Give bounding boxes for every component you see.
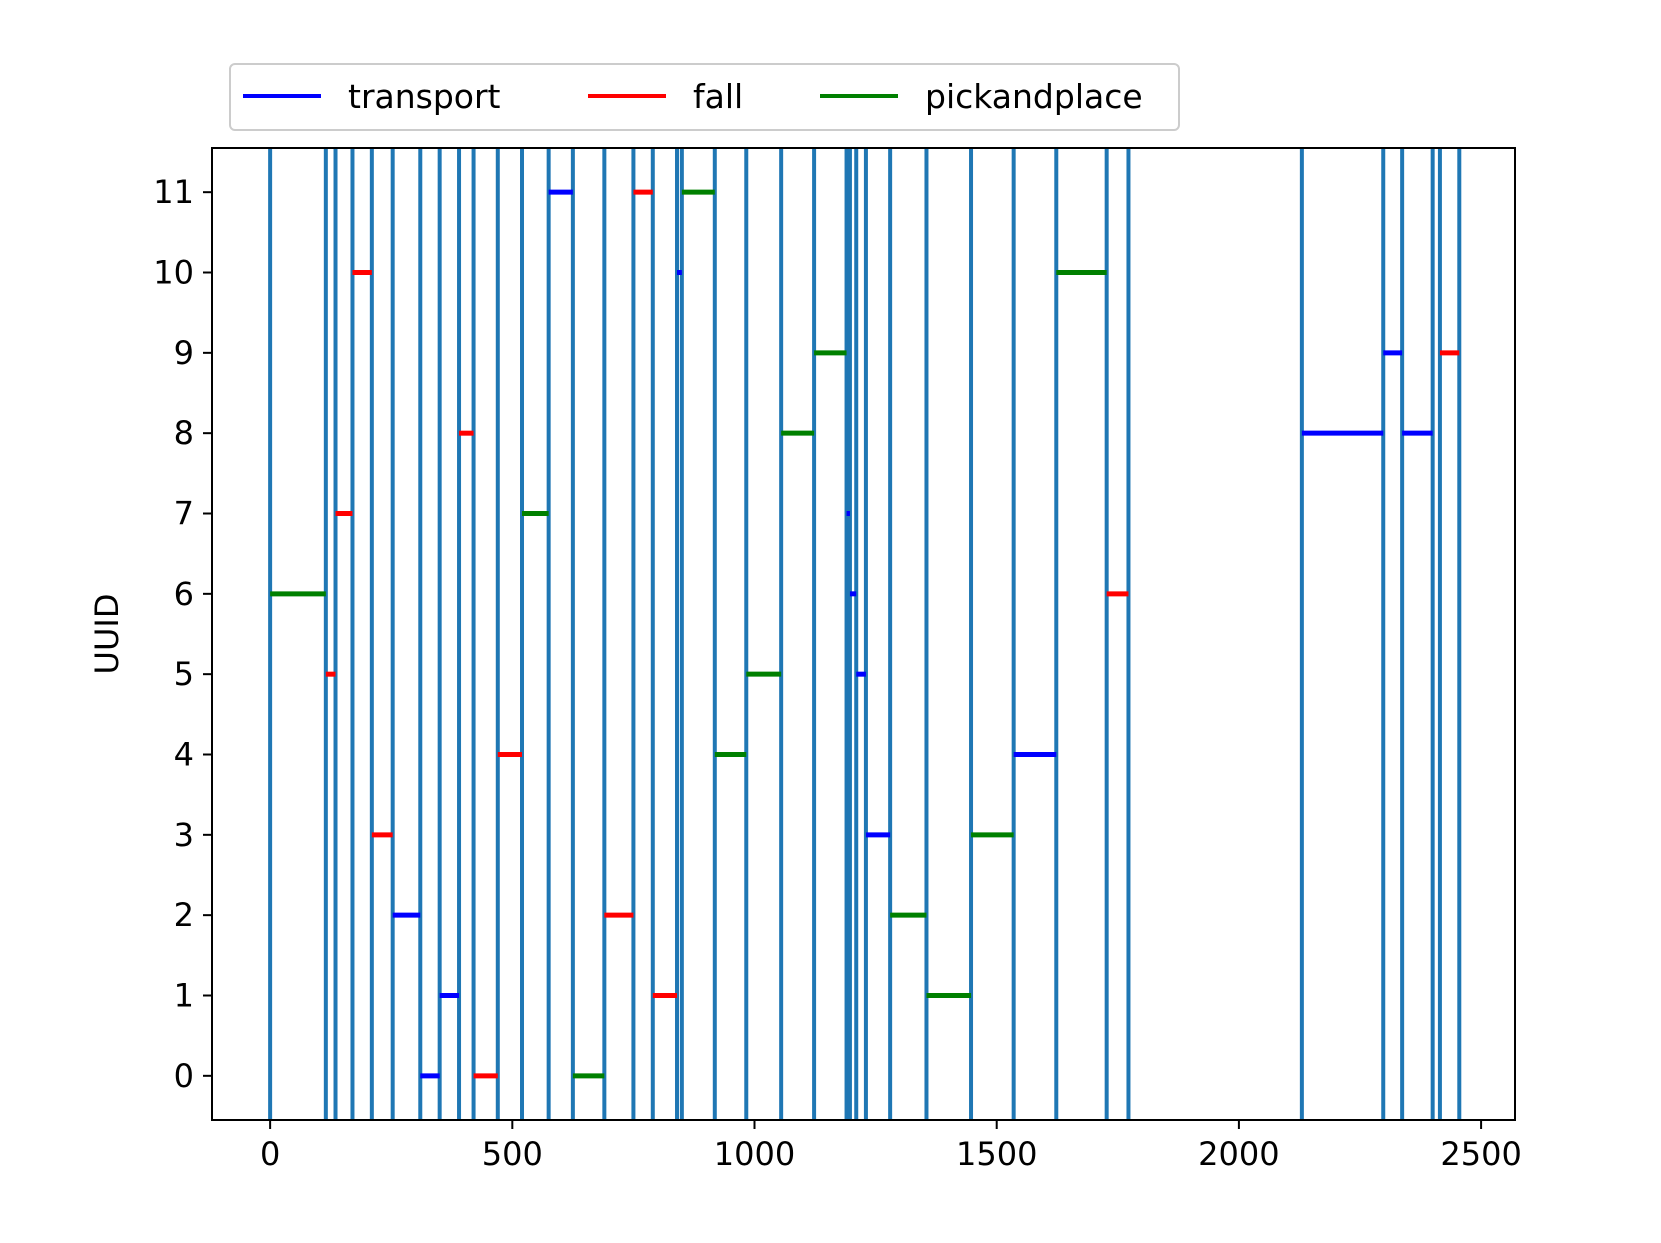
- plot-frame: [211, 147, 1516, 1121]
- y-tick-label: 9: [174, 334, 194, 372]
- x-tick-label: 1000: [714, 1135, 795, 1173]
- y-axis: 0 1 2 3 4 5 6 7 8 9 10 11: [153, 173, 212, 1095]
- y-tick-label: 0: [174, 1057, 194, 1095]
- y-tick-label: 1: [174, 976, 194, 1014]
- x-tick-label: 2500: [1440, 1135, 1521, 1173]
- y-tick-label: 10: [153, 254, 194, 292]
- y-tick-label: 8: [174, 414, 194, 452]
- legend: transport fall pickandplace: [229, 63, 1180, 131]
- y-tick-label: 5: [174, 655, 194, 693]
- y-tick-label: 6: [174, 575, 194, 613]
- x-tick-label: 2000: [1198, 1135, 1279, 1173]
- legend-label-transport: transport: [348, 77, 501, 116]
- x-axis: 0 500 1000 1500 2000 2500: [260, 1120, 1522, 1173]
- y-tick-label: 11: [153, 173, 194, 211]
- x-tick-label: 1500: [956, 1135, 1037, 1173]
- legend-label-fall: fall: [693, 77, 743, 116]
- legend-label-pickandplace: pickandplace: [925, 77, 1143, 116]
- activity-segments: [270, 189, 1460, 1079]
- y-axis-label: UUID: [88, 594, 126, 675]
- y-tick-label: 2: [174, 896, 194, 934]
- y-tick-label: 4: [174, 735, 194, 773]
- y-tick-label: 7: [174, 495, 194, 533]
- legend-frame: [229, 63, 1180, 131]
- x-tick-label: 500: [482, 1135, 543, 1173]
- y-tick-label: 3: [174, 816, 194, 854]
- segment-boundaries: [268, 148, 1462, 1120]
- x-tick-label: 0: [260, 1135, 280, 1173]
